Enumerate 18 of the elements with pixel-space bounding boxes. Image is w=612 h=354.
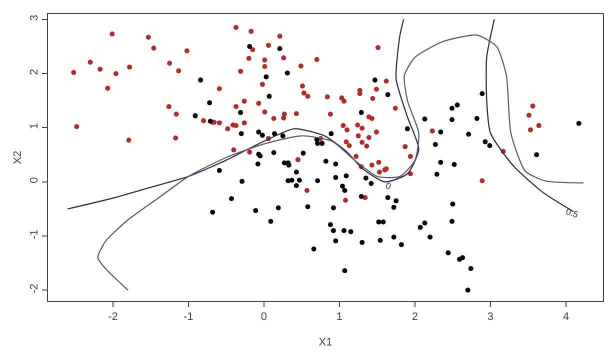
x-tick-label: 3	[487, 311, 494, 324]
y-tick-label: 1	[28, 123, 41, 130]
y-tick-label: -2	[28, 284, 41, 294]
y-tick-label: 3	[28, 14, 41, 21]
y-axis-title: X2	[12, 150, 24, 164]
y-tick-label: -1	[28, 229, 41, 240]
y-tick-label: 0	[28, 177, 41, 184]
x-tick-label: 2	[412, 311, 418, 324]
x-tick-label: -1	[184, 311, 194, 324]
x-tick-label: 1	[336, 311, 343, 324]
line-series	[97, 34, 584, 291]
x-axis-title: X1	[318, 336, 332, 348]
x-tick-label: -2	[108, 311, 118, 324]
annotation: 0	[384, 180, 392, 192]
y-tick-label: 2	[28, 68, 41, 75]
x-tick-label: 0	[260, 311, 268, 324]
x-tick-label: 4	[562, 311, 570, 324]
annotation: 0.5	[564, 206, 580, 220]
